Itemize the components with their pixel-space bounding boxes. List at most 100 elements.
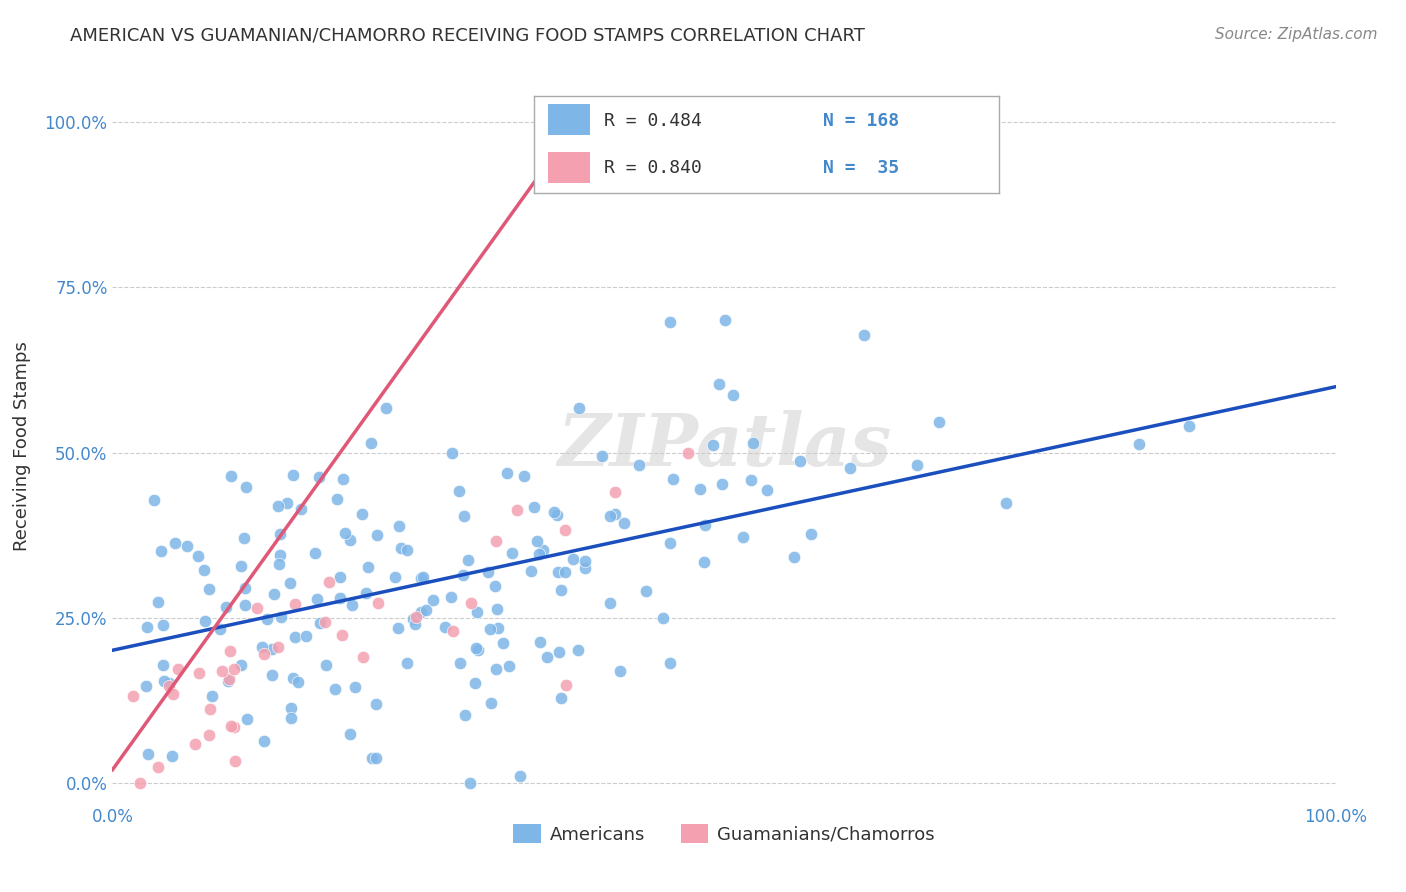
Point <box>129 776 152 790</box>
Point <box>267 557 290 571</box>
Point <box>453 707 475 722</box>
Point <box>523 500 546 514</box>
Point <box>676 445 699 459</box>
Point <box>485 602 508 616</box>
Point <box>384 570 406 584</box>
Point <box>547 565 569 579</box>
Point <box>231 558 253 573</box>
Point <box>693 555 716 569</box>
Point <box>396 542 419 557</box>
Point <box>356 586 378 600</box>
Point <box>224 754 246 768</box>
Point <box>599 509 621 524</box>
Point <box>366 697 388 711</box>
Point <box>659 315 682 329</box>
Point <box>304 546 326 560</box>
Point <box>484 579 506 593</box>
Point <box>465 641 488 656</box>
Point <box>546 508 568 522</box>
Point <box>315 657 337 672</box>
Point <box>295 629 318 643</box>
Point <box>658 656 681 670</box>
Point <box>163 536 186 550</box>
Point <box>143 493 166 508</box>
Point <box>422 593 444 607</box>
Point <box>281 671 304 685</box>
Point <box>263 587 285 601</box>
Point <box>756 483 779 497</box>
Point <box>176 539 198 553</box>
Point <box>136 747 159 761</box>
Point <box>599 596 621 610</box>
Point <box>543 505 565 519</box>
Point <box>329 591 352 606</box>
Point <box>287 675 309 690</box>
Point <box>702 438 724 452</box>
Point <box>276 496 298 510</box>
Point <box>928 415 950 429</box>
Point <box>235 713 257 727</box>
Point <box>460 596 482 610</box>
Point <box>548 645 571 659</box>
Point <box>464 675 486 690</box>
Point <box>290 501 312 516</box>
Point <box>550 691 572 706</box>
Point <box>308 616 330 631</box>
Point <box>233 598 256 612</box>
Point <box>193 614 215 628</box>
Y-axis label: Receiving Food Stamps: Receiving Food Stamps <box>13 341 31 551</box>
Point <box>152 617 174 632</box>
Point <box>404 617 426 632</box>
Point <box>314 615 336 630</box>
Point <box>554 678 576 692</box>
Point <box>221 468 243 483</box>
Point <box>215 599 238 614</box>
Point <box>689 483 711 497</box>
Point <box>343 680 366 694</box>
Point <box>479 697 502 711</box>
Text: AMERICAN VS GUAMANIAN/CHAMORRO RECEIVING FOOD STAMPS CORRELATION CHART: AMERICAN VS GUAMANIAN/CHAMORRO RECEIVING… <box>70 27 865 45</box>
Point <box>388 519 411 533</box>
Point <box>568 401 591 415</box>
Point <box>405 610 427 624</box>
Point <box>219 719 242 733</box>
Point <box>526 534 548 549</box>
Point <box>162 749 184 764</box>
Point <box>485 534 508 549</box>
Point <box>269 527 291 541</box>
Point <box>360 436 382 450</box>
Point <box>250 640 273 654</box>
Point <box>710 476 733 491</box>
Point <box>208 622 231 636</box>
Point <box>451 568 474 582</box>
Point <box>484 662 506 676</box>
Point <box>395 657 418 671</box>
Point <box>465 605 488 619</box>
Point <box>783 550 806 565</box>
Point <box>198 728 221 742</box>
Point <box>1177 419 1199 434</box>
Point <box>284 597 307 611</box>
Point <box>554 523 576 537</box>
Point <box>603 507 626 521</box>
Point <box>352 649 374 664</box>
Point <box>567 643 589 657</box>
Point <box>574 554 596 568</box>
Point <box>839 461 862 475</box>
Point <box>409 571 432 585</box>
Point <box>742 436 765 450</box>
Point <box>278 576 301 591</box>
Point <box>339 726 361 740</box>
Point <box>651 611 673 625</box>
Point <box>198 582 221 596</box>
Point <box>269 549 291 563</box>
Point <box>162 687 184 701</box>
Point <box>505 503 527 517</box>
Point <box>361 751 384 765</box>
Point <box>513 469 536 483</box>
Point <box>529 635 551 649</box>
Point <box>449 657 471 671</box>
Point <box>636 583 658 598</box>
Point <box>374 401 396 416</box>
Point <box>562 552 585 566</box>
